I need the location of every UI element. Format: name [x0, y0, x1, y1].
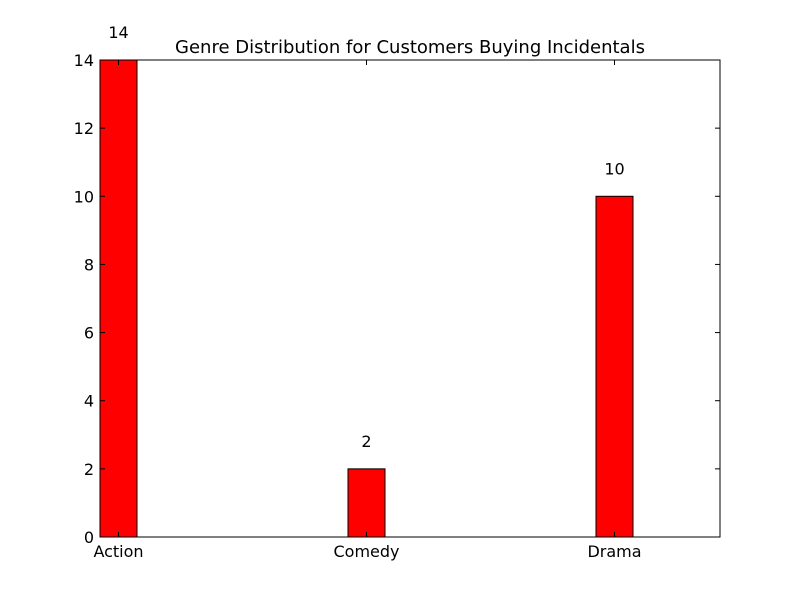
data-label-comedy: 2 [361, 432, 371, 451]
chart-title: Genre Distribution for Customers Buying … [175, 37, 645, 58]
y-tick-label-10: 10 [74, 187, 94, 206]
x-tick-label-comedy: Comedy [333, 542, 399, 561]
y-tick-label-14: 14 [74, 51, 94, 70]
plot-frame [99, 59, 721, 538]
data-label-drama: 10 [604, 159, 624, 178]
x-tick-label-action: Action [93, 542, 143, 561]
y-tick-label-6: 6 [84, 324, 94, 343]
x-tick-label-drama: Drama [587, 542, 641, 561]
y-tick-label-8: 8 [84, 255, 94, 274]
y-tick-label-4: 4 [84, 392, 94, 411]
data-label-action: 14 [108, 23, 128, 42]
y-tick-label-0: 0 [84, 528, 94, 547]
y-tick-label-2: 2 [84, 460, 94, 479]
y-tick-label-12: 12 [74, 119, 94, 138]
bar-drama [595, 195, 634, 538]
bar-comedy [347, 468, 386, 538]
bar-action [99, 59, 138, 538]
